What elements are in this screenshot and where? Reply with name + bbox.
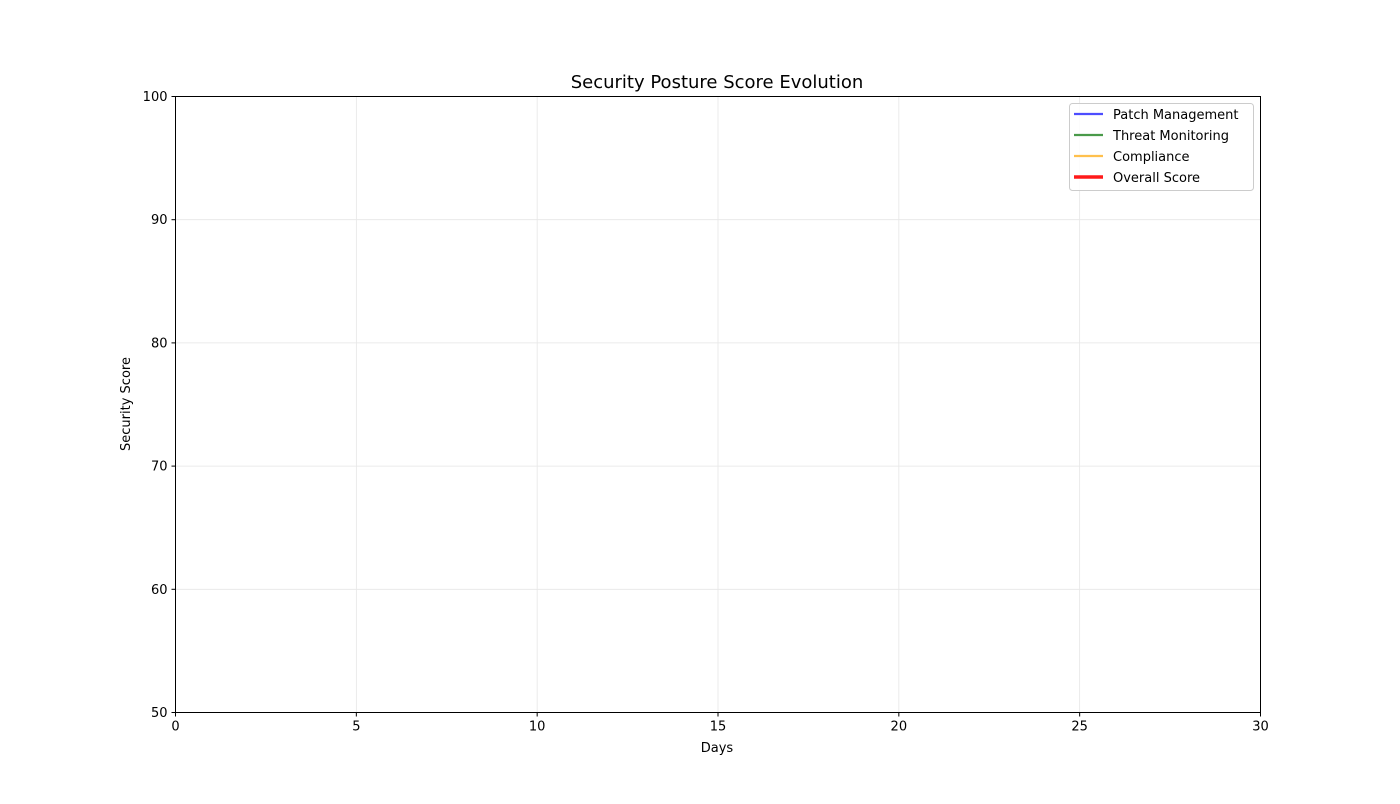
x-tick-label: 5 bbox=[352, 720, 360, 735]
y-tick-label: 60 bbox=[151, 583, 168, 598]
x-tick-label: 0 bbox=[171, 720, 179, 735]
x-tick-label: 25 bbox=[1071, 720, 1088, 735]
x-axis-label: Days bbox=[701, 741, 734, 756]
ticks: 0 5 10 15 20 25 30 50 60 70 80 90 100 bbox=[143, 90, 1269, 735]
x-tick-label: 10 bbox=[529, 720, 546, 735]
legend-label: Compliance bbox=[1113, 150, 1190, 165]
y-tick-label: 90 bbox=[151, 213, 168, 228]
x-tick-label: 30 bbox=[1252, 720, 1269, 735]
y-tick-label: 80 bbox=[151, 336, 168, 351]
y-tick-label: 70 bbox=[151, 460, 168, 475]
y-tick-label: 100 bbox=[143, 90, 168, 105]
legend-label: Overall Score bbox=[1113, 171, 1200, 186]
chart-title: Security Posture Score Evolution bbox=[571, 72, 864, 93]
legend: Patch Management Threat Monitoring Complia… bbox=[1069, 103, 1254, 191]
y-axis-label: Security Score bbox=[119, 357, 134, 451]
legend-label: Patch Management bbox=[1113, 108, 1238, 123]
y-tick-label: 50 bbox=[151, 706, 168, 721]
legend-label: Threat Monitoring bbox=[1112, 129, 1229, 144]
x-tick-label: 15 bbox=[710, 720, 727, 735]
x-tick-label: 20 bbox=[891, 720, 908, 735]
legend-box bbox=[1069, 103, 1254, 191]
